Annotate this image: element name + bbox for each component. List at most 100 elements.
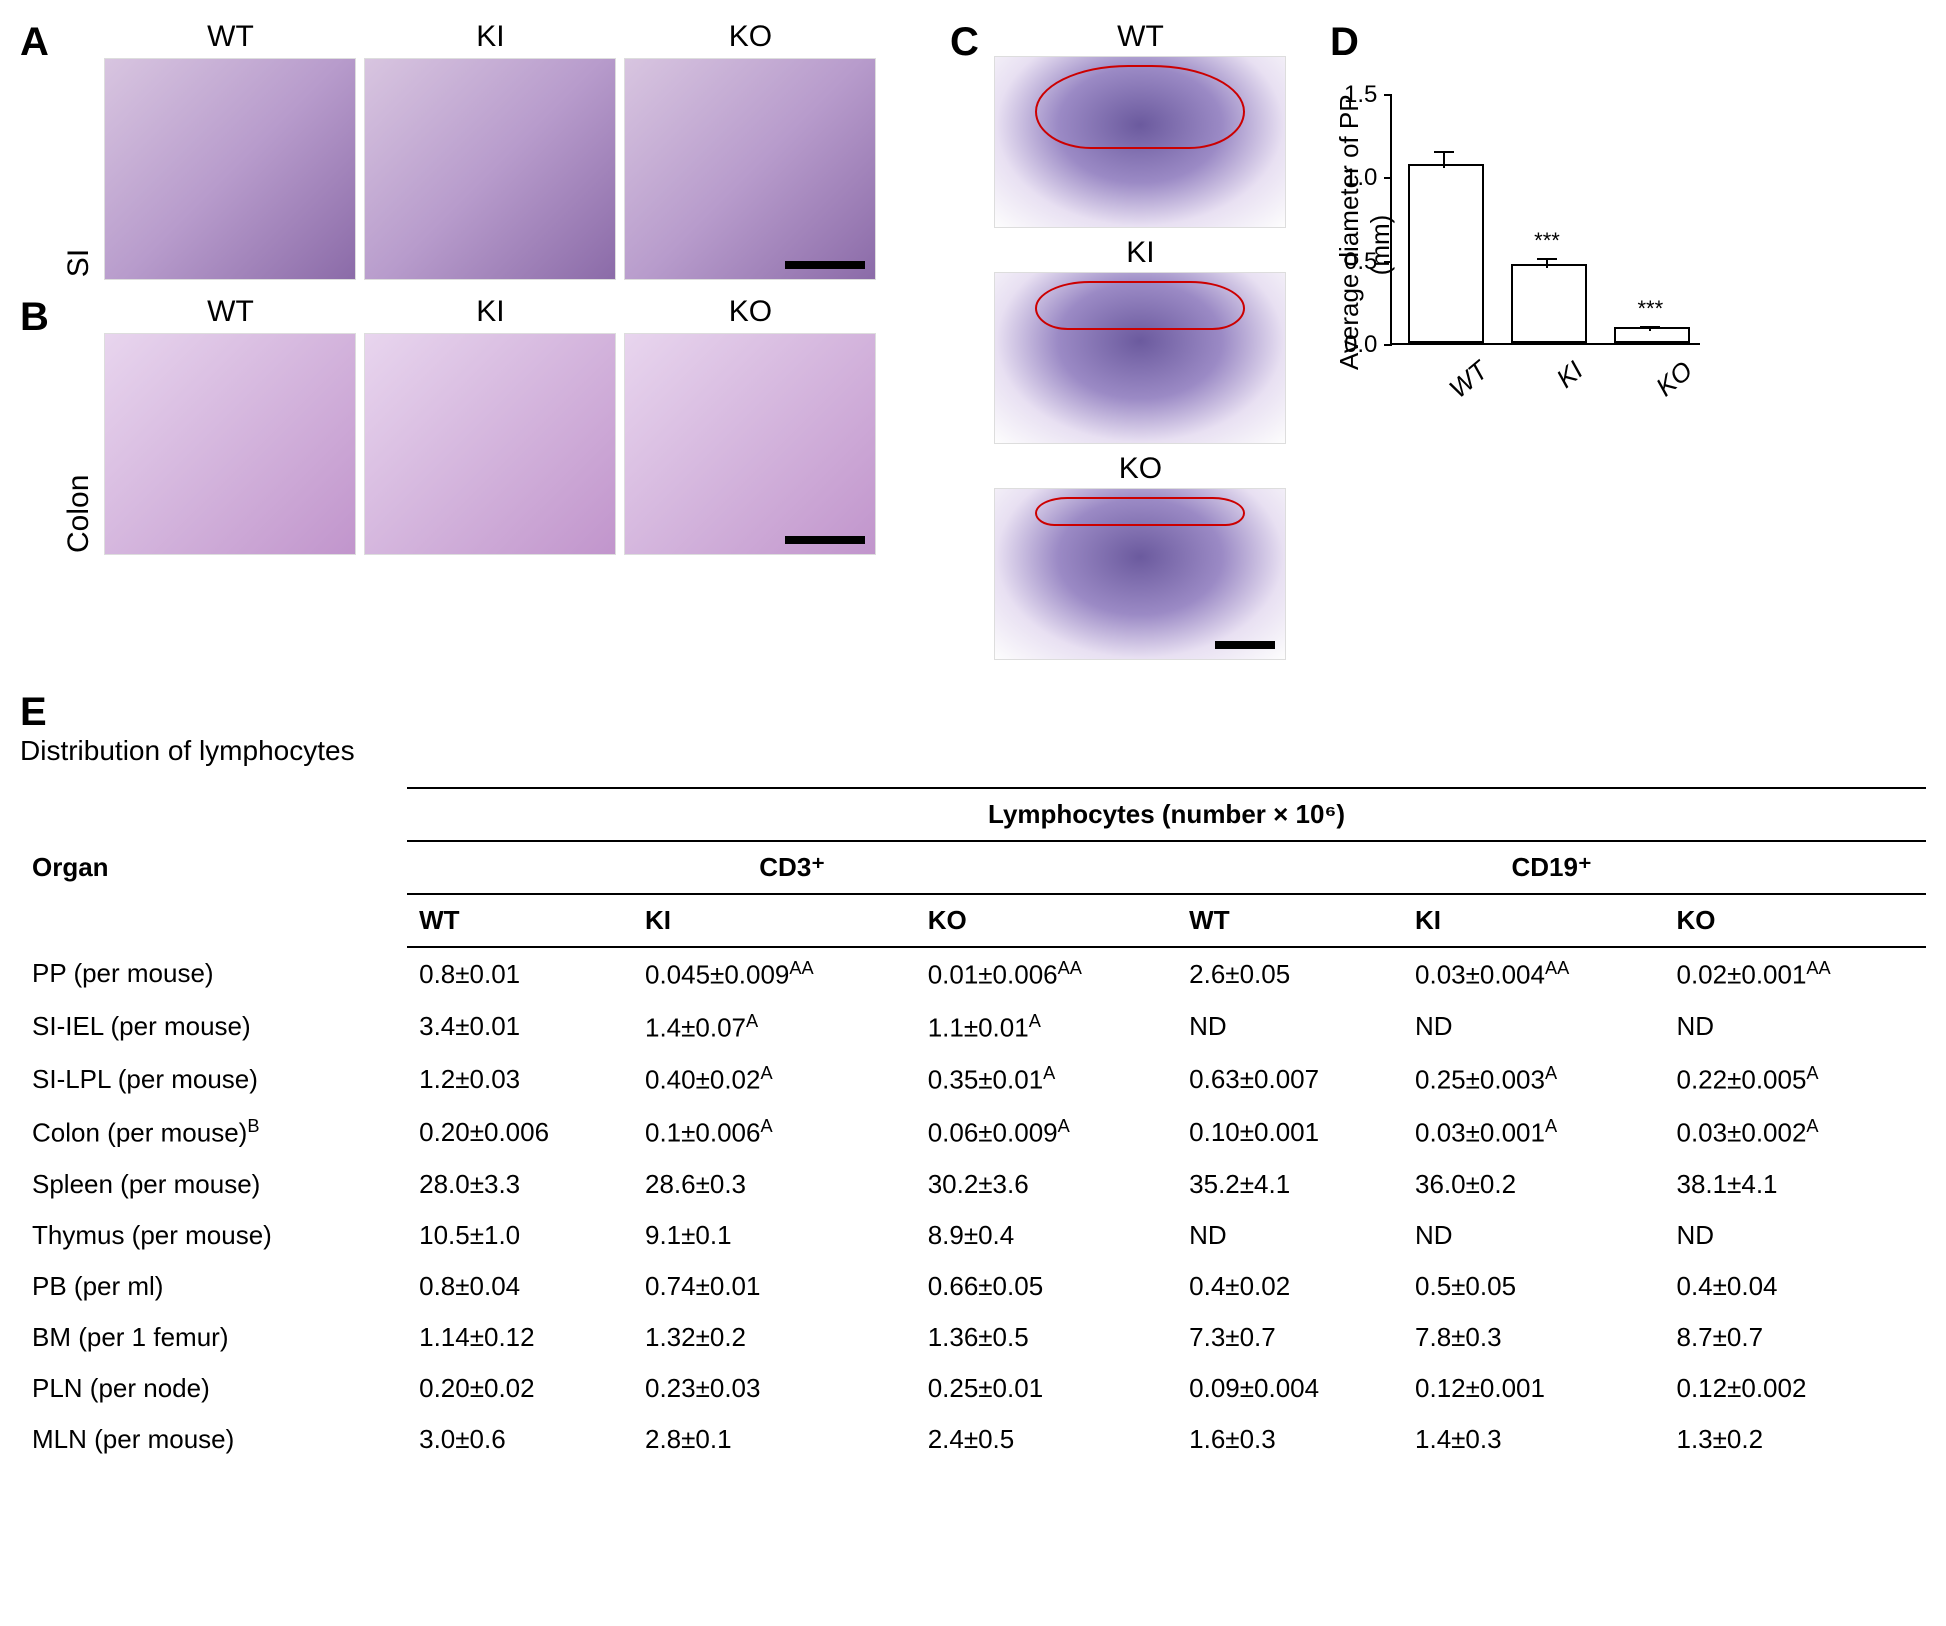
value-cell: 8.7±0.7 [1664,1312,1926,1363]
value-cell: 0.23±0.03 [633,1363,916,1414]
table-row: Colon (per mouse)B0.20±0.0060.1±0.006A0.… [20,1106,1926,1159]
bar-chart: Average diameter of PP (mm) 0.00.51.01.5… [1330,85,1710,405]
lymphocytes-header: Lymphocytes (number × 10⁶) [407,788,1926,841]
table-row: SI-IEL (per mouse)3.4±0.011.4±0.07A1.1±0… [20,1001,1926,1054]
bar-ko [1614,327,1690,343]
value-cell: ND [1403,1210,1664,1261]
error-cap [1434,151,1454,153]
chart-area: 0.00.51.01.5WT***KI***KO [1390,95,1700,345]
table-head: Organ Lymphocytes (number × 10⁶) CD3⁺ CD… [20,788,1926,947]
ytick-mark [1384,94,1392,96]
ytick-label: 1.0 [1344,164,1377,192]
panel-c-images: WT KI KO [994,20,1286,660]
value-cell: 1.32±0.2 [633,1312,916,1363]
table-row: MLN (per mouse)3.0±0.62.8±0.12.4±0.51.6±… [20,1414,1926,1465]
sub-header: KI [633,894,916,947]
lymphocyte-table: Organ Lymphocytes (number × 10⁶) CD3⁺ CD… [20,787,1926,1465]
value-superscript: A [1806,1063,1818,1083]
bar-ki [1511,264,1587,343]
value-cell: 9.1±0.1 [633,1210,916,1261]
panel-letter-d: D [1330,20,1370,65]
value-cell: ND [1664,1001,1926,1054]
organ-header: Organ [20,788,407,947]
panel-b-wt-label: WT [104,295,356,329]
panel-c-ki-outline [1035,281,1245,330]
value-cell: 0.12±0.001 [1403,1363,1664,1414]
panel-a-ko-img [624,58,876,280]
value-cell: 10.5±1.0 [407,1210,633,1261]
panel-c-ki: KI [994,236,1286,444]
value-cell: 1.6±0.3 [1177,1414,1403,1465]
value-cell: 0.12±0.002 [1664,1363,1926,1414]
value-cell: ND [1177,1001,1403,1054]
value-cell: 36.0±0.2 [1403,1159,1664,1210]
value-cell: 0.20±0.02 [407,1363,633,1414]
organ-superscript: B [247,1116,259,1136]
table-row: Spleen (per mouse)28.0±3.328.6±0.330.2±3… [20,1159,1926,1210]
value-cell: 0.4±0.04 [1664,1261,1926,1312]
value-cell: 2.4±0.5 [916,1414,1177,1465]
bar-wt [1408,164,1484,343]
value-cell: 1.4±0.3 [1403,1414,1664,1465]
value-cell: 0.8±0.01 [407,947,633,1001]
value-superscript: AA [1058,958,1082,978]
value-cell: 0.045±0.009AA [633,947,916,1001]
panel-a-images: WT KI KO [104,20,876,280]
panel-a-ki: KI [364,20,616,280]
value-cell: 1.1±0.01A [916,1001,1177,1054]
panel-c-wt-outline [1035,65,1245,149]
panel-a-row-label: SI [62,248,96,278]
panel-d-content: Average diameter of PP (mm) 0.00.51.01.5… [1330,65,1710,405]
ytick-label: 0.5 [1344,248,1377,276]
panel-a-row: SI WT KI KO [64,20,876,280]
panel-letter-a: A [20,20,60,65]
value-superscript: AA [789,958,813,978]
xlabel-ko: KO [1650,355,1699,403]
value-superscript: A [1043,1063,1055,1083]
value-cell: 38.1±4.1 [1664,1159,1926,1210]
value-cell: 0.03±0.001A [1403,1106,1664,1159]
panel-a-ko: KO [624,20,876,280]
value-cell: 1.14±0.12 [407,1312,633,1363]
panel-a-wt-label: WT [104,20,356,54]
error-bar [1443,153,1445,168]
value-cell: 0.66±0.05 [916,1261,1177,1312]
panel-a-ko-label: KO [624,20,876,54]
value-cell: 0.5±0.05 [1403,1261,1664,1312]
panel-c-ko-label: KO [994,452,1286,486]
significance-marker: *** [1534,228,1560,254]
figure-container: A SI WT KI [20,20,1926,1465]
panel-a-ki-img [364,58,616,280]
error-cap [1640,326,1660,328]
panel-letter-c: C [950,20,990,65]
panel-a-ki-label: KI [364,20,616,54]
value-cell: 0.03±0.004AA [1403,947,1664,1001]
cd19-header: CD19⁺ [1177,841,1926,894]
table-body: PP (per mouse)0.8±0.010.045±0.009AA0.01±… [20,947,1926,1465]
table-row: PLN (per node)0.20±0.020.23±0.030.25±0.0… [20,1363,1926,1414]
error-bar [1546,260,1548,268]
panel-b-row-label: Colon [62,523,96,553]
value-superscript: A [1545,1116,1557,1136]
value-superscript: A [1806,1116,1818,1136]
table-row: PP (per mouse)0.8±0.010.045±0.009AA0.01±… [20,947,1926,1001]
organ-cell: PB (per ml) [20,1261,407,1312]
table-row: PB (per ml)0.8±0.040.74±0.010.66±0.050.4… [20,1261,1926,1312]
value-cell: 0.40±0.02A [633,1053,916,1106]
value-superscript: A [1545,1063,1557,1083]
panel-b-ki: KI [364,295,616,555]
value-cell: 0.03±0.002A [1664,1106,1926,1159]
panel-b-row: Colon WT KI KO [64,295,876,555]
organ-cell: PLN (per node) [20,1363,407,1414]
panel-c-wt: WT [994,20,1286,228]
value-superscript: A [746,1011,758,1031]
panel-c-wt-label: WT [994,20,1286,54]
ytick-label: 1.5 [1344,81,1377,109]
panel-b-ko: KO [624,295,876,555]
value-cell: ND [1403,1001,1664,1054]
value-cell: 0.25±0.003A [1403,1053,1664,1106]
value-cell: 0.01±0.006AA [916,947,1177,1001]
panel-a-content: SI WT KI KO [64,20,876,280]
value-cell: 0.22±0.005A [1664,1053,1926,1106]
panel-c-content: WT KI KO [994,20,1286,660]
